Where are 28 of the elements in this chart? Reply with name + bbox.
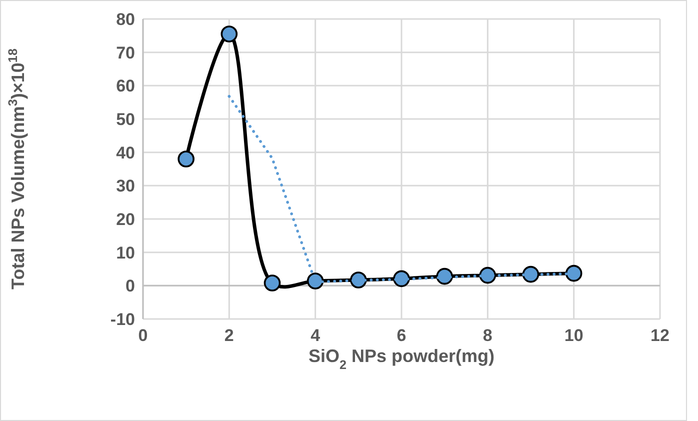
x-tick-label: 0 (138, 326, 148, 345)
y-tick-label: -10 (110, 310, 135, 329)
point (436, 268, 453, 285)
point (393, 270, 410, 288)
y-tick-label: 0 (126, 276, 135, 296)
point (264, 274, 281, 292)
y-tick-label: 40 (116, 143, 135, 162)
y-tick-label: 20 (116, 210, 135, 229)
x-tick-label: 4 (310, 326, 321, 345)
y-tick-label: 50 (116, 110, 135, 129)
y-tick-label: 10 (116, 243, 135, 262)
point (565, 264, 582, 282)
x-tick-label: 12 (650, 326, 670, 345)
y-tick-label: 60 (116, 76, 135, 96)
x-tick-label: 10 (564, 326, 584, 345)
point (350, 272, 367, 288)
x-tick-label: 2 (224, 326, 234, 345)
x-tick-label: 8 (482, 326, 492, 345)
y-tick-label: 30 (116, 176, 135, 196)
point (178, 150, 194, 168)
point (522, 266, 540, 283)
point (220, 26, 238, 42)
point (306, 272, 324, 290)
y-tick-label: 80 (116, 10, 135, 29)
point (479, 266, 496, 284)
x-axis-title: SiO$_{2}$ NPs powder(mg) (308, 346, 495, 372)
y-tick-label: 70 (116, 43, 135, 62)
x-tick-label: 6 (396, 326, 406, 345)
